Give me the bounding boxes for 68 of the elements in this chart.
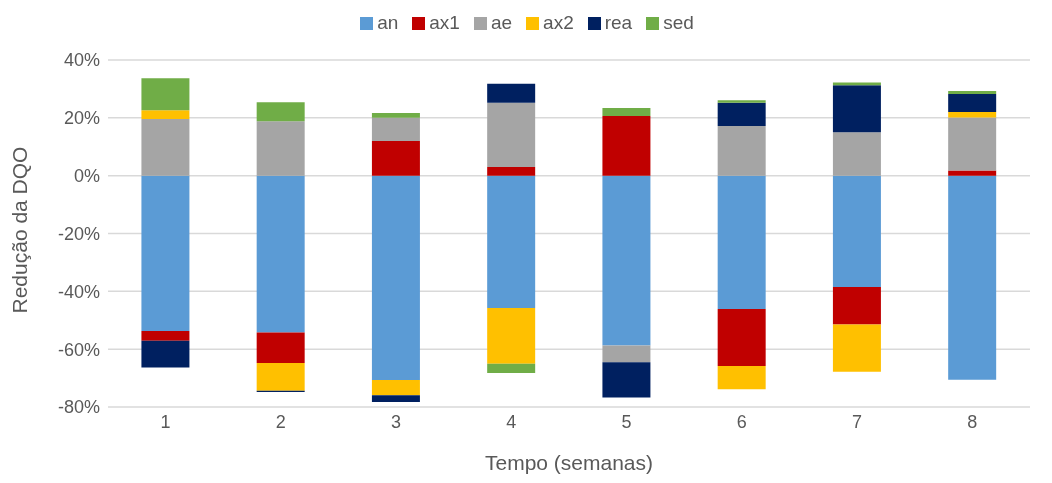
bar <box>832 287 881 325</box>
bar <box>832 175 881 287</box>
bar <box>487 166 536 176</box>
bar <box>141 330 190 341</box>
bar <box>371 117 420 141</box>
bar <box>371 395 420 403</box>
bar <box>371 112 420 118</box>
bar <box>602 362 651 398</box>
bar <box>487 308 536 364</box>
bar <box>717 365 766 390</box>
y-tick-label: 0% <box>73 166 100 187</box>
y-tick-label: -80% <box>57 397 100 418</box>
bar <box>717 175 766 309</box>
bar <box>371 380 420 396</box>
bar <box>602 116 651 176</box>
legend-label: ax1 <box>429 12 460 33</box>
x-tick-label: 3 <box>391 411 402 432</box>
bar <box>717 100 766 103</box>
x-tick-label: 4 <box>506 411 517 432</box>
bar <box>371 175 420 381</box>
bar <box>141 110 190 119</box>
bar <box>832 324 881 372</box>
x-tick-label: 2 <box>275 411 286 432</box>
bar <box>948 170 997 176</box>
bar <box>256 102 305 122</box>
y-tick-label: -40% <box>57 281 100 302</box>
bar <box>717 102 766 126</box>
bar <box>487 363 536 373</box>
bar <box>602 345 651 363</box>
legend-label: sed <box>663 12 694 33</box>
x-tick-label: 8 <box>967 411 978 432</box>
bar <box>948 175 997 380</box>
bar <box>948 94 997 113</box>
bar <box>832 85 881 133</box>
bar <box>141 340 190 368</box>
x-axis-title: Tempo (semanas) <box>484 450 654 474</box>
y-tick-label: -60% <box>57 339 100 360</box>
x-tick-label: 7 <box>852 411 863 432</box>
y-tick-label: 40% <box>63 50 100 71</box>
bar <box>602 108 651 117</box>
bar <box>141 118 190 176</box>
legend-label: rea <box>604 12 633 33</box>
bar <box>141 175 190 331</box>
bar <box>141 78 190 111</box>
bar <box>948 90 997 95</box>
bar <box>256 121 305 176</box>
bar <box>487 102 536 167</box>
bar <box>487 175 536 309</box>
bar <box>371 140 420 176</box>
x-tick-label: 6 <box>736 411 747 432</box>
x-tick-label: 1 <box>160 411 171 432</box>
legend-label: ax2 <box>543 12 574 33</box>
bar <box>717 125 766 176</box>
bar <box>717 308 766 366</box>
legend-label: an <box>377 12 399 33</box>
bar <box>948 117 997 171</box>
bar <box>832 132 881 176</box>
bar <box>256 363 305 391</box>
bar <box>487 83 536 103</box>
legend-label: ae <box>490 12 513 33</box>
x-tick-label: 5 <box>621 411 632 432</box>
y-tick-label: 20% <box>63 108 100 129</box>
bar <box>602 175 651 346</box>
y-tick-label: -20% <box>57 223 100 244</box>
bar <box>948 112 997 118</box>
y-axis-title: Redução da DQO <box>8 146 32 314</box>
bar <box>256 332 305 364</box>
bar <box>256 175 305 333</box>
